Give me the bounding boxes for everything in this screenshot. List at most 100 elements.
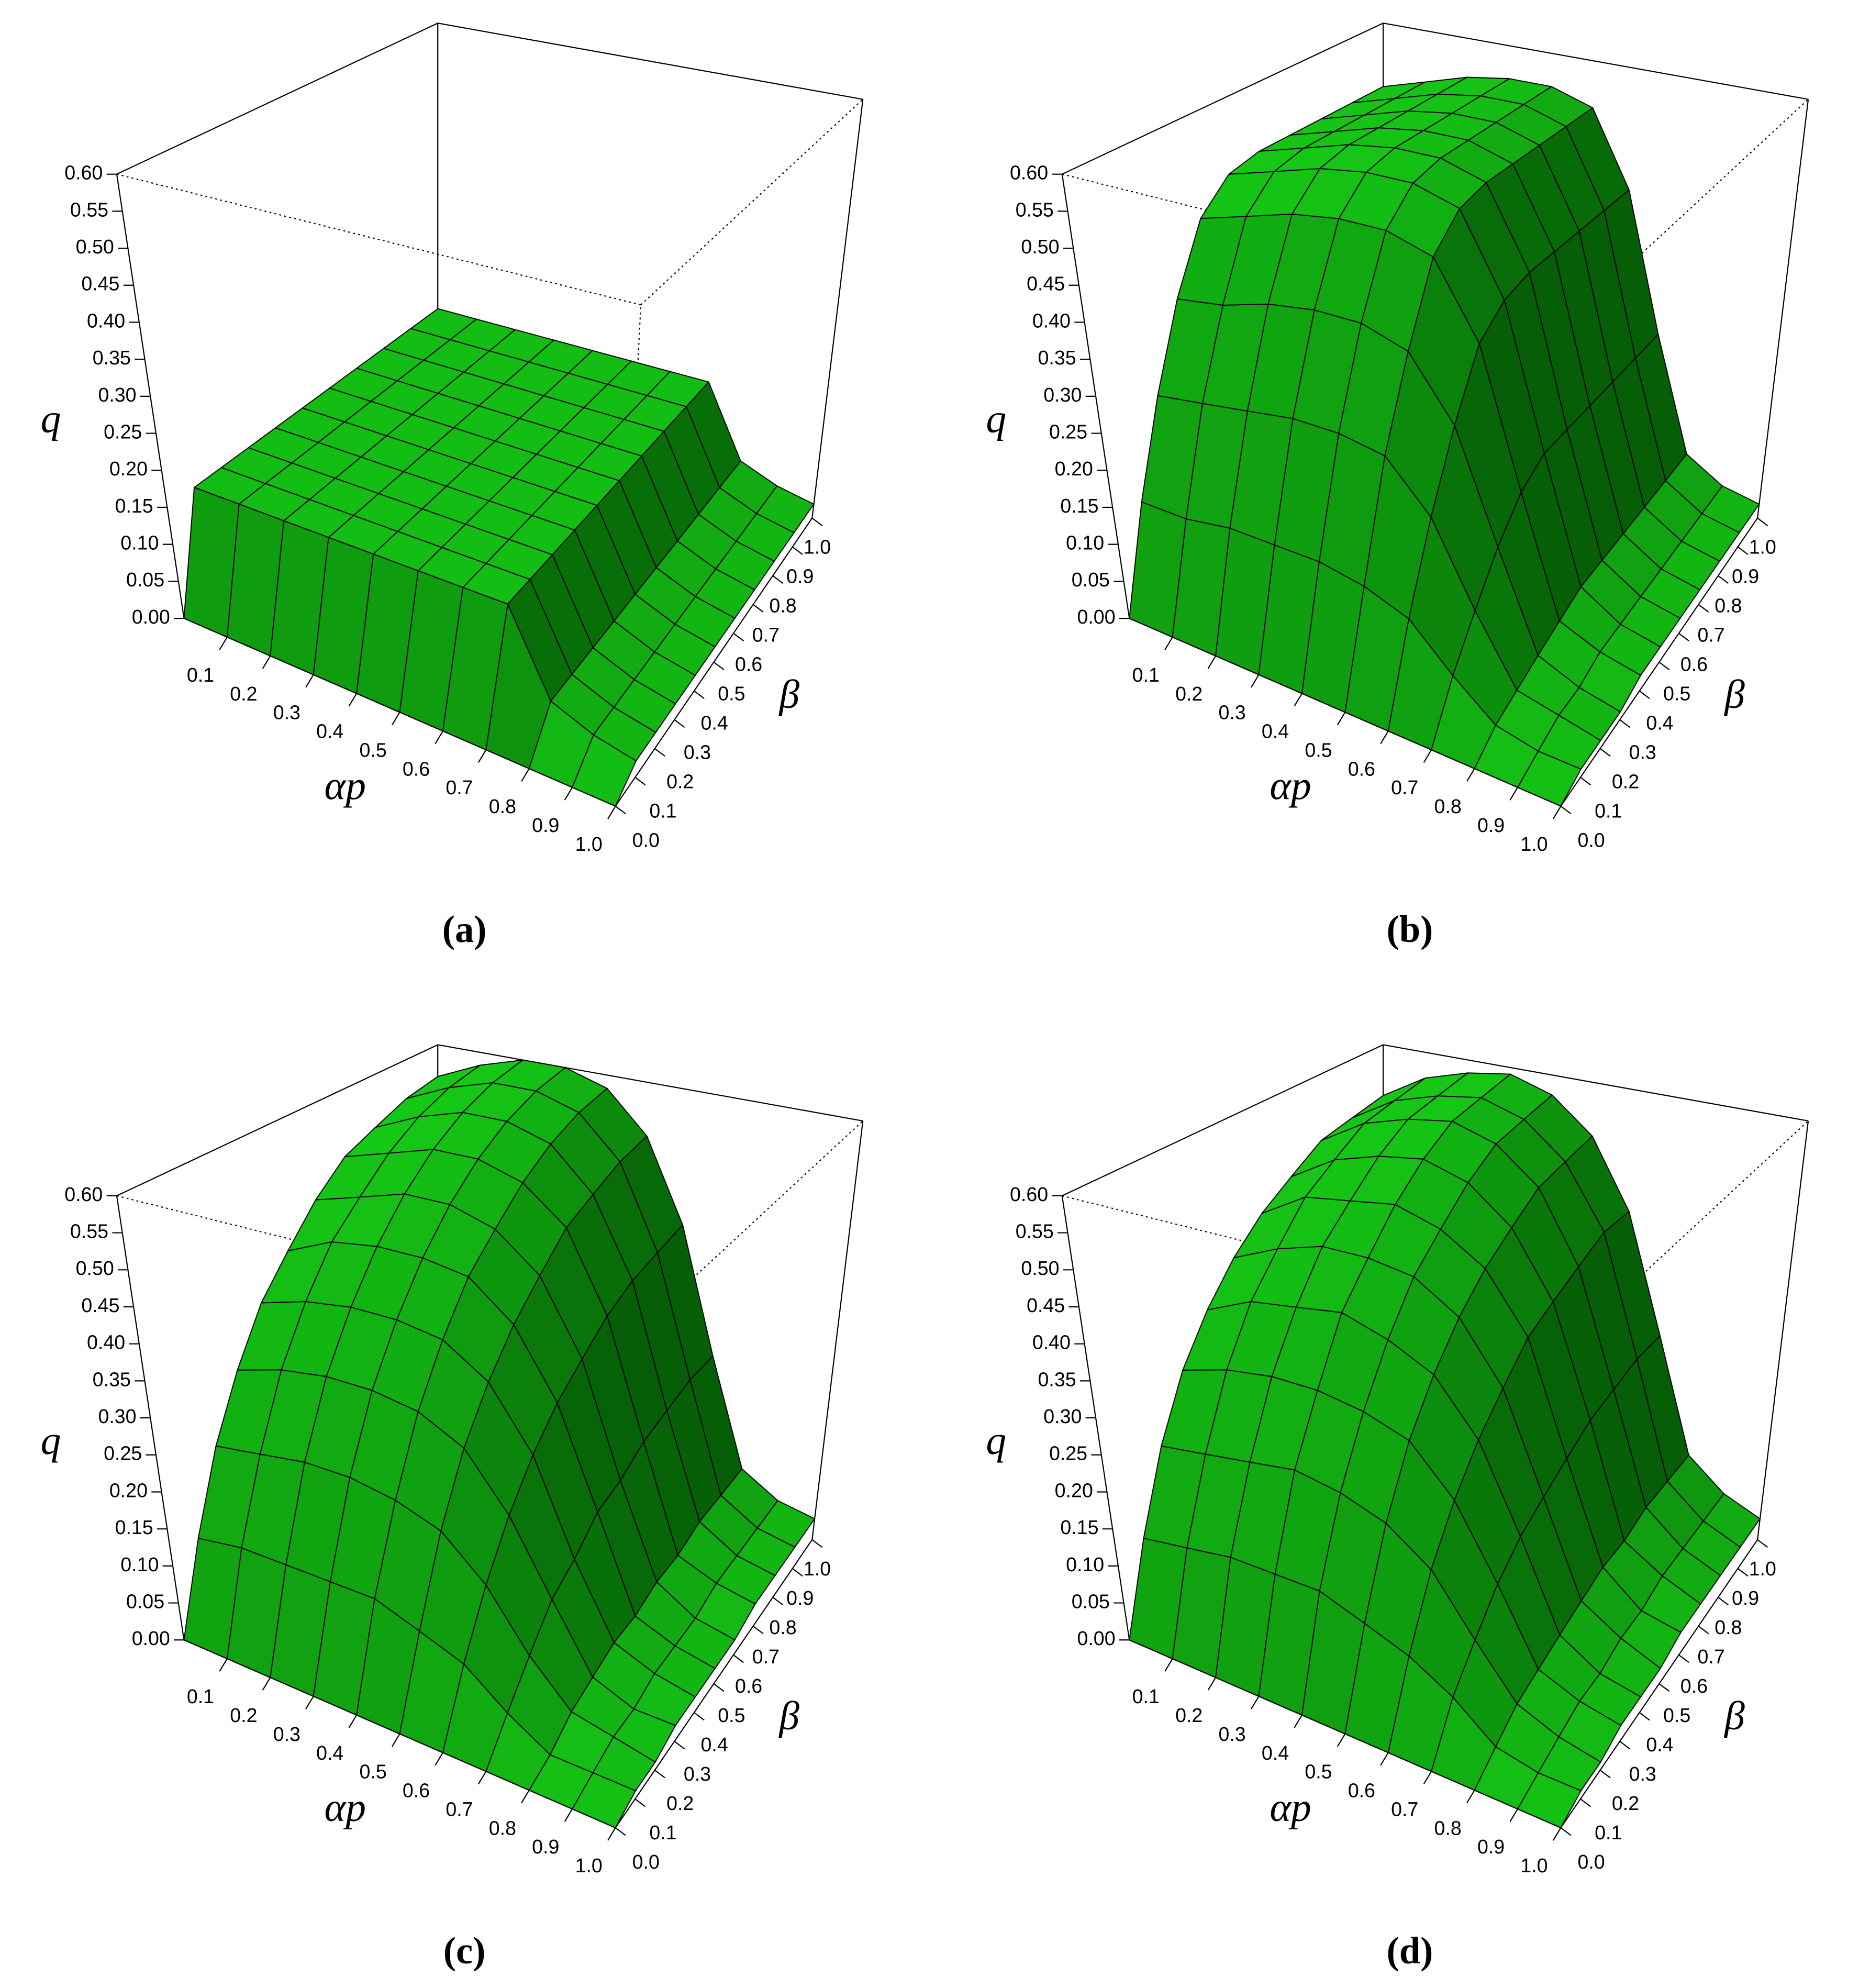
- x-tick: [1466, 1790, 1475, 1804]
- x-tick: [1380, 1752, 1389, 1766]
- y-tick-label: 0.5: [1663, 683, 1690, 705]
- y-tick-label: 1.0: [804, 1558, 831, 1580]
- x-tick: [219, 637, 228, 650]
- y-axis-title: β: [778, 1693, 799, 1738]
- z-tick-label: 0.30: [1043, 384, 1082, 406]
- y-tick-label: 0.2: [1612, 771, 1639, 793]
- z-tick-label: 0.20: [1055, 458, 1093, 480]
- x-tick-label: 0.1: [1132, 1685, 1160, 1707]
- x-tick: [262, 656, 271, 669]
- x-tick: [1509, 1808, 1518, 1822]
- x-tick: [348, 693, 358, 707]
- x-tick-label: 0.9: [532, 1836, 559, 1858]
- y-tick: [1757, 1539, 1768, 1548]
- y-tick: [1737, 546, 1749, 555]
- y-tick-label: 0.3: [1629, 1763, 1656, 1785]
- x-tick: [219, 1658, 228, 1672]
- x-tick: [1251, 1696, 1260, 1709]
- y-tick-label: 0.6: [1680, 653, 1708, 675]
- z-tick-label: 0.50: [1021, 1257, 1059, 1279]
- x-tick: [392, 712, 400, 726]
- y-tick: [1678, 632, 1689, 642]
- x-tick-label: 0.1: [187, 1685, 214, 1707]
- z-tick-label: 0.10: [120, 1553, 159, 1575]
- y-tick: [654, 1770, 665, 1779]
- x-tick-label: 0.3: [273, 1723, 300, 1745]
- x-tick-label: 1.0: [575, 1854, 603, 1876]
- box-edge: [811, 99, 864, 518]
- x-tick-label: 0.5: [1305, 1761, 1332, 1783]
- y-tick: [615, 1827, 626, 1836]
- y-tick-label: 0.8: [1715, 595, 1742, 617]
- y-tick-label: 0.3: [1629, 741, 1656, 763]
- x-axis-title: αp: [325, 763, 366, 808]
- x-tick-label: 0.4: [316, 720, 343, 742]
- z-tick-label: 0.35: [1038, 347, 1076, 369]
- box-edge-hidden: [640, 98, 863, 306]
- z-tick-label: 0.00: [1077, 1627, 1115, 1649]
- y-tick: [752, 1625, 764, 1635]
- y-tick-label: 0.2: [666, 1792, 694, 1814]
- y-tick-label: 0.0: [1577, 1851, 1605, 1873]
- x-tick-label: 0.5: [360, 1761, 387, 1783]
- x-tick: [305, 674, 314, 688]
- z-tick-label: 0.45: [81, 1294, 119, 1316]
- x-tick-label: 0.6: [403, 758, 430, 780]
- y-tick-label: 0.6: [735, 1675, 762, 1697]
- y-tick: [1580, 776, 1591, 786]
- y-tick-label: 0.8: [1715, 1616, 1742, 1638]
- y-tick-label: 0.0: [632, 1851, 660, 1873]
- x-tick: [1207, 656, 1217, 669]
- z-tick-label: 0.60: [1010, 162, 1048, 184]
- x-tick: [564, 1808, 573, 1822]
- y-tick: [634, 1798, 646, 1807]
- x-tick: [262, 1677, 271, 1691]
- z-tick-label: 0.35: [93, 347, 131, 369]
- y-tick-label: 0.0: [1577, 829, 1605, 851]
- x-tick: [1552, 1827, 1562, 1841]
- y-tick-label: 0.7: [752, 1646, 780, 1668]
- y-tick: [792, 1568, 803, 1577]
- y-tick: [1580, 1798, 1591, 1807]
- z-tick-label: 0.20: [109, 458, 148, 480]
- x-tick-label: 0.8: [1434, 1817, 1462, 1839]
- y-tick: [1718, 1596, 1729, 1606]
- box-edge: [811, 1120, 864, 1540]
- z-tick-label: 0.30: [98, 384, 136, 406]
- x-tick-label: 0.6: [1348, 1780, 1375, 1802]
- y-tick: [811, 1539, 823, 1548]
- y-tick: [1639, 690, 1650, 699]
- x-tick-label: 0.7: [1391, 1798, 1418, 1820]
- z-tick-label: 0.35: [1038, 1368, 1076, 1390]
- x-tick: [392, 1734, 400, 1747]
- x-tick: [477, 749, 487, 763]
- y-tick-label: 0.5: [718, 683, 745, 705]
- box-edge: [1062, 23, 1384, 175]
- y-tick-label: 1.0: [1749, 536, 1776, 558]
- x-tick-label: 0.9: [1477, 1836, 1505, 1858]
- z-tick-label: 0.15: [115, 1516, 153, 1538]
- y-tick-label: 0.7: [1698, 624, 1725, 646]
- y-tick: [1619, 1741, 1631, 1750]
- panel-label: (c): [443, 1929, 486, 1972]
- box-edge: [438, 23, 863, 100]
- box-edge: [1757, 1120, 1809, 1540]
- y-tick: [1698, 1625, 1709, 1635]
- z-tick-label: 0.20: [109, 1479, 148, 1501]
- y-tick: [1560, 805, 1572, 815]
- box-edge: [116, 23, 438, 175]
- y-tick-label: 0.2: [666, 771, 694, 793]
- x-tick-label: 0.5: [1305, 739, 1332, 761]
- panel-label: (a): [442, 908, 487, 950]
- y-tick-label: 0.3: [684, 1763, 711, 1785]
- x-tick-label: 0.8: [489, 1817, 516, 1839]
- x-tick-label: 0.8: [489, 795, 516, 817]
- x-tick: [435, 730, 443, 745]
- x-tick: [1337, 712, 1346, 726]
- z-tick-label: 0.10: [1066, 532, 1104, 554]
- y-axis-title: β: [1723, 1693, 1745, 1738]
- x-tick: [1466, 768, 1475, 782]
- x-tick-label: 0.1: [1132, 664, 1160, 686]
- z-tick-label: 0.55: [1016, 198, 1054, 220]
- x-tick-label: 0.4: [1262, 720, 1289, 742]
